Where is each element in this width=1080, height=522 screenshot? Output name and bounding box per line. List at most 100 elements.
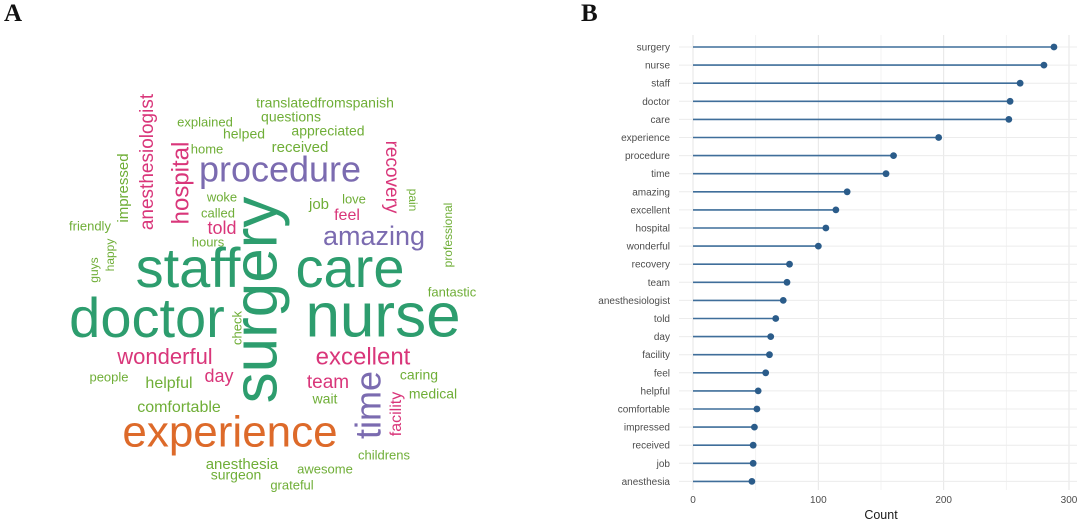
- lollipop-point: [749, 441, 757, 449]
- category-label: recovery: [632, 260, 670, 271]
- cloud-word: hospital: [167, 142, 194, 225]
- cloud-word: doctor: [69, 286, 225, 349]
- cloud-word: nurse: [305, 281, 460, 350]
- lollipop-point: [1040, 61, 1048, 69]
- lollipop-point: [822, 224, 830, 232]
- lollipop-point: [882, 170, 890, 178]
- cloud-word: surgery: [221, 197, 290, 404]
- category-label: feel: [654, 368, 670, 379]
- cloud-word: hours: [192, 234, 225, 249]
- cloud-word: appreciated: [291, 123, 364, 139]
- cloud-word: love: [342, 191, 366, 206]
- cloud-word: feel: [334, 207, 360, 224]
- lollipop-point: [935, 134, 943, 141]
- lollipop-point: [1016, 79, 1024, 87]
- panel-label-a: A: [4, 0, 23, 27]
- category-label: wonderful: [626, 242, 670, 253]
- lollipop-point: [1006, 97, 1014, 105]
- cloud-word: fantastic: [428, 284, 477, 299]
- lollipop-point: [762, 369, 770, 377]
- category-label: facility: [642, 350, 670, 361]
- category-label: received: [632, 441, 670, 452]
- lollipop-point: [814, 242, 822, 250]
- category-label: surgery: [637, 43, 670, 54]
- lollipop-point: [779, 297, 787, 304]
- lollipop-point: [786, 260, 793, 268]
- cloud-word: anesthesia: [206, 456, 279, 473]
- category-label: nurse: [645, 61, 670, 72]
- category-label: impressed: [624, 423, 670, 434]
- category-label: job: [656, 459, 671, 470]
- cloud-word: excellent: [316, 343, 411, 370]
- cloud-word: childrens: [358, 447, 411, 462]
- x-tick-label: 300: [1061, 495, 1078, 506]
- cloud-word: caring: [400, 367, 438, 383]
- cloud-word: care: [296, 236, 405, 299]
- lollipop-point: [753, 405, 761, 413]
- x-tick-label: 0: [690, 495, 696, 506]
- cloud-word: surgeon: [211, 467, 262, 483]
- lollipop-point: [748, 478, 756, 485]
- cloud-word: comfortable: [137, 399, 221, 416]
- category-label: comfortable: [618, 405, 671, 416]
- cloud-word: team: [307, 372, 349, 393]
- cloud-word: wait: [312, 391, 338, 407]
- cloud-word: questions: [261, 109, 321, 125]
- lollipop-point: [751, 423, 758, 431]
- category-label: time: [651, 169, 670, 180]
- category-label: doctor: [642, 97, 670, 108]
- category-label: experience: [621, 133, 670, 144]
- cloud-word: pain: [406, 189, 420, 212]
- category-label: staff: [651, 79, 670, 90]
- category-label: care: [651, 115, 671, 126]
- cloud-word: anesthesiologist: [137, 93, 158, 230]
- cloud-word: time: [348, 371, 389, 439]
- cloud-word: grateful: [270, 477, 313, 492]
- lollipop-point: [766, 351, 773, 359]
- category-label: excellent: [631, 205, 671, 216]
- cloud-word: woke: [206, 189, 237, 204]
- lollipop-point: [890, 152, 897, 160]
- cloud-word: helped: [223, 126, 265, 142]
- lollipop-point: [832, 206, 840, 214]
- cloud-word: day: [204, 366, 233, 386]
- category-label: amazing: [632, 187, 670, 198]
- cloud-word: translatedfromspanish: [256, 95, 394, 111]
- cloud-word: explained: [177, 114, 233, 129]
- cloud-word: recovery: [381, 141, 402, 214]
- lollipop-point: [1050, 43, 1058, 51]
- cloud-word: received: [272, 139, 329, 156]
- cloud-word: check: [229, 311, 244, 345]
- category-label: procedure: [625, 151, 670, 162]
- cloud-word: happy: [103, 239, 117, 272]
- category-label: told: [654, 314, 670, 325]
- lollipop-point: [749, 459, 757, 467]
- cloud-word: facility: [388, 392, 405, 436]
- grid: [679, 35, 1077, 490]
- lollipop-point: [1005, 116, 1013, 123]
- lollipop-point: [772, 315, 780, 322]
- cloud-word: professional: [441, 203, 455, 268]
- cloud-word: job: [308, 196, 329, 213]
- cloud-word: wonderful: [116, 344, 212, 369]
- cloud-word: amazing: [323, 221, 425, 251]
- cloud-word: medical: [409, 386, 457, 402]
- cloud-word: home: [191, 141, 224, 156]
- lollipop-point: [754, 387, 762, 395]
- category-label: helpful: [641, 386, 670, 397]
- category-label: anesthesiologist: [598, 296, 670, 307]
- cloud-word: experience: [122, 408, 337, 457]
- cloud-word: people: [89, 369, 128, 384]
- lollipop-point: [843, 188, 851, 196]
- cloud-word: helpful: [145, 375, 192, 392]
- lollipop-point: [783, 278, 791, 286]
- x-tick-label: 200: [935, 495, 952, 506]
- category-label: day: [654, 332, 670, 343]
- cloud-word: told: [207, 218, 236, 238]
- panel-label-b: B: [581, 0, 598, 27]
- lollipop-point: [767, 333, 775, 340]
- cloud-word: friendly: [69, 218, 111, 233]
- cloud-word: guys: [87, 257, 101, 282]
